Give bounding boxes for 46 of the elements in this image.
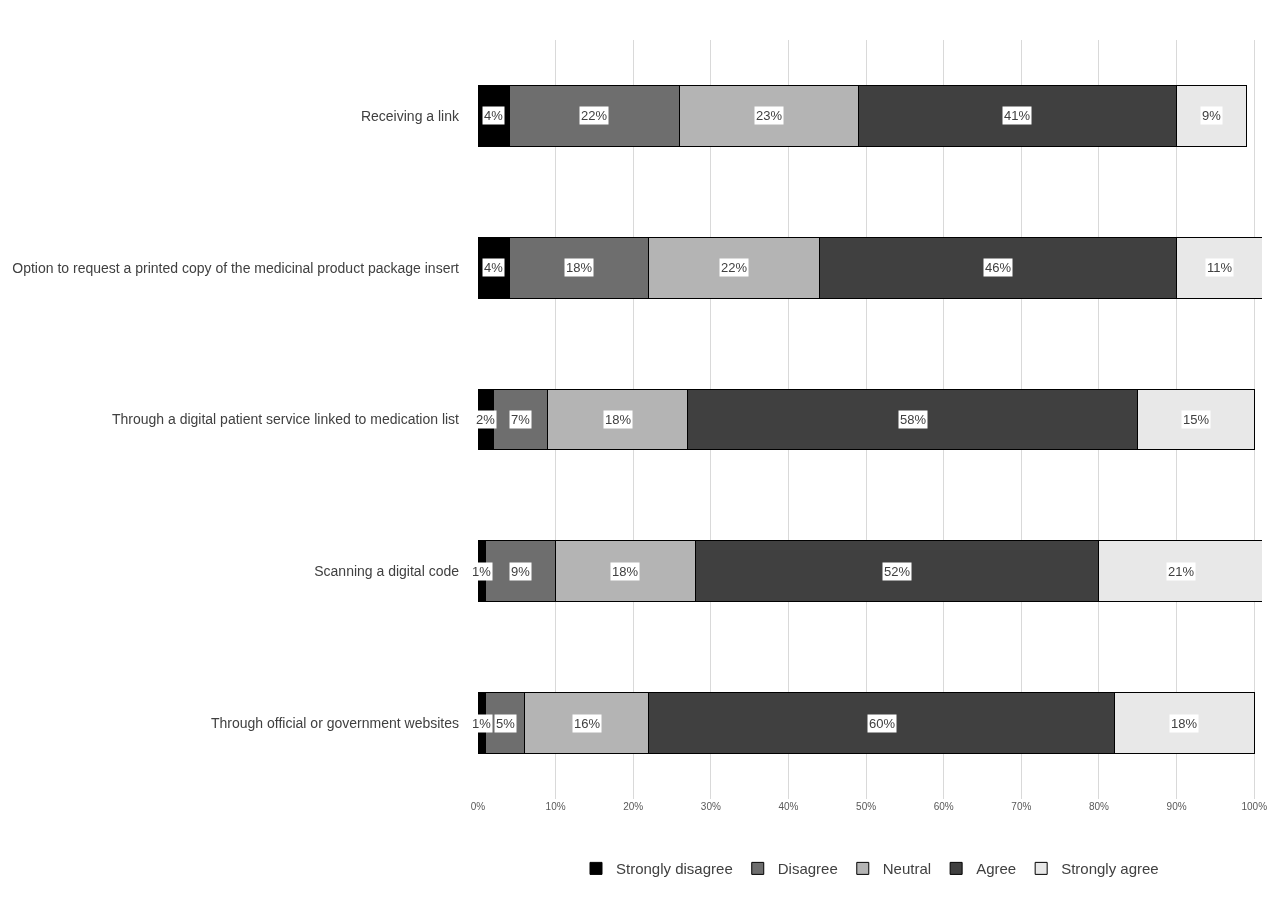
data-label: 2%: [476, 412, 496, 427]
data-label: 1%: [472, 564, 492, 579]
x-tick-label: 40%: [778, 801, 799, 812]
data-label: 9%: [511, 564, 531, 579]
data-label: 7%: [511, 412, 531, 427]
data-label: 52%: [884, 564, 911, 579]
data-label: 41%: [1004, 108, 1031, 123]
x-tick-label: 50%: [856, 801, 877, 812]
x-tick-label: 100%: [1241, 801, 1268, 812]
x-tick-label: 60%: [933, 801, 954, 812]
x-tick-label: 20%: [623, 801, 644, 812]
data-label: 11%: [1207, 260, 1233, 275]
data-label: 18%: [1171, 716, 1198, 731]
y-tick-label: Option to request a printed copy of the medicinal product package insert: [12, 259, 460, 276]
y-tick-label: Through a digital patient service linked to medication list: [111, 411, 460, 428]
x-tick-label: 30%: [700, 801, 721, 812]
data-label: 9%: [1202, 108, 1222, 123]
x-tick-label: 70%: [1011, 801, 1032, 812]
x-tick-label: 0%: [470, 801, 486, 812]
data-label: 18%: [612, 564, 639, 579]
legend-label: Neutral: [882, 860, 932, 878]
data-label: 21%: [1168, 564, 1195, 579]
data-label: 22%: [721, 260, 748, 275]
data-label: 22%: [581, 108, 608, 123]
x-tick-label: 10%: [545, 801, 566, 812]
data-label: 58%: [900, 412, 927, 427]
legend-label: Strongly agree: [1061, 860, 1159, 878]
data-label: 46%: [985, 260, 1012, 275]
x-tick-label: 80%: [1088, 801, 1110, 812]
data-label: 5%: [496, 716, 516, 731]
data-label: 60%: [869, 716, 896, 731]
data-label: 4%: [484, 260, 504, 275]
data-label: 16%: [574, 716, 601, 731]
y-tick-label: Through official or government websites: [211, 715, 459, 731]
data-label: 23%: [756, 108, 783, 123]
y-tick-label: Scanning a digital code: [314, 563, 460, 580]
x-tick-label: 90%: [1166, 801, 1187, 812]
data-label: 18%: [566, 260, 593, 275]
legend-label: Disagree: [777, 860, 838, 878]
y-tick-label: Receiving a link: [360, 107, 460, 124]
data-label: 15%: [1183, 412, 1210, 427]
data-label: 1%: [472, 716, 492, 731]
legend-label: Agree: [976, 860, 1017, 878]
legend-label: Strongly disagree: [616, 860, 733, 878]
data-label: 18%: [605, 412, 632, 427]
data-label: 4%: [484, 108, 504, 123]
